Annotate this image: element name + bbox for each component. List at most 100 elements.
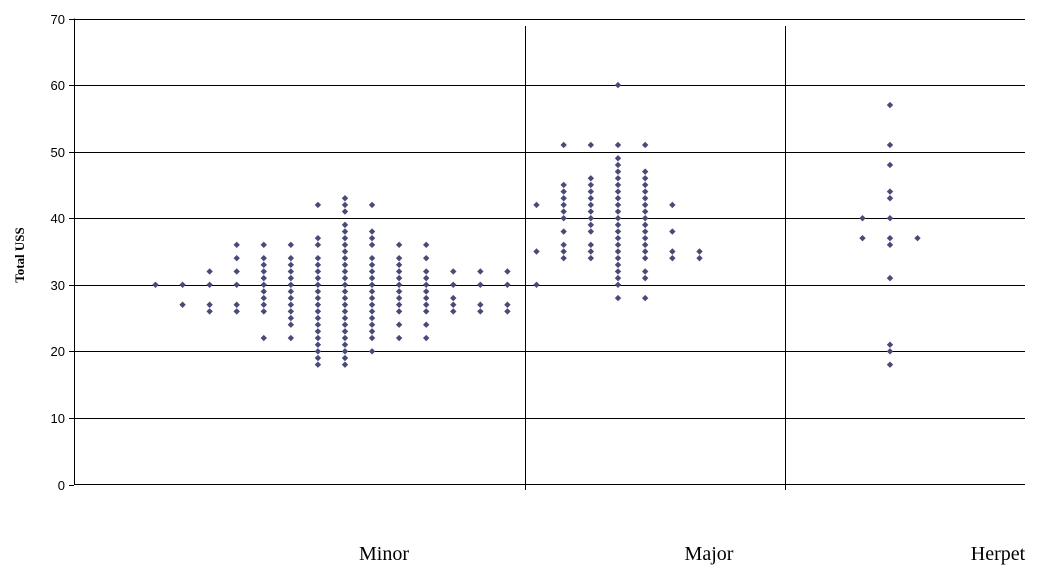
y-tick-label-40: 40 (51, 211, 65, 226)
data-point (287, 288, 295, 295)
data-point (669, 228, 676, 235)
data-point (206, 301, 213, 308)
category-label-herpet: Herpet (971, 543, 1026, 565)
data-point (314, 201, 322, 209)
data-point (587, 195, 595, 202)
data-point (341, 301, 349, 308)
data-point (477, 308, 484, 315)
data-point (587, 201, 595, 209)
data-point (341, 268, 349, 275)
series-herpet (859, 101, 921, 368)
data-point (886, 215, 894, 222)
data-point (260, 254, 267, 262)
data-point (560, 215, 567, 222)
data-point (395, 274, 403, 282)
data-point (395, 301, 403, 308)
data-point (341, 308, 349, 315)
data-point (641, 268, 649, 275)
data-point (614, 248, 622, 255)
data-point (423, 288, 430, 295)
data-point (368, 294, 376, 302)
data-point (233, 268, 240, 275)
data-point (641, 274, 649, 282)
data-point (614, 215, 622, 222)
data-point (614, 294, 622, 302)
data-point (614, 228, 622, 235)
data-point (614, 81, 622, 89)
data-point (560, 201, 567, 209)
data-point (368, 234, 376, 242)
data-point (450, 308, 457, 315)
data-point (614, 195, 622, 202)
data-point (314, 234, 322, 242)
y-tick-label-10: 10 (51, 411, 65, 426)
data-point (504, 308, 511, 315)
data-point (368, 321, 376, 328)
y-tick-label-50: 50 (51, 145, 65, 160)
data-point (341, 328, 349, 335)
data-points (152, 81, 921, 368)
data-point (314, 254, 322, 262)
data-point (423, 281, 430, 288)
axes (69, 18, 1025, 490)
data-point (368, 348, 376, 355)
data-point (260, 274, 267, 282)
data-point (341, 321, 349, 328)
data-point (287, 254, 295, 262)
data-point (641, 241, 649, 249)
data-point (587, 215, 595, 222)
data-point (560, 195, 567, 202)
data-point (206, 281, 213, 288)
data-point (341, 334, 349, 342)
data-point (587, 248, 595, 255)
data-point (477, 281, 484, 288)
data-point (641, 234, 649, 242)
data-point (395, 308, 403, 315)
data-point (641, 188, 649, 195)
data-point (614, 168, 622, 175)
data-point (560, 188, 567, 195)
data-point (614, 268, 622, 275)
data-point (179, 281, 186, 288)
data-point (368, 201, 376, 209)
data-point (395, 321, 403, 328)
data-point (314, 268, 322, 275)
data-point (314, 314, 322, 322)
data-point (423, 334, 430, 342)
data-point (341, 234, 349, 242)
data-point (341, 314, 349, 322)
data-point (423, 268, 430, 275)
data-point (614, 281, 622, 288)
data-point (587, 188, 595, 195)
data-point (450, 301, 457, 308)
data-point (287, 308, 295, 315)
data-point (314, 328, 322, 335)
data-point (886, 195, 894, 202)
data-point (368, 288, 376, 295)
data-point (341, 254, 349, 262)
data-point (341, 281, 349, 288)
data-point (395, 288, 403, 295)
data-point (560, 254, 567, 262)
data-point (368, 328, 376, 335)
data-point (368, 228, 376, 235)
data-point (395, 268, 403, 275)
data-point (341, 294, 349, 302)
data-point (314, 308, 322, 315)
data-point (287, 281, 295, 288)
data-point (614, 161, 622, 169)
data-point (614, 181, 622, 189)
data-point (450, 294, 457, 302)
data-point (395, 241, 403, 249)
data-point (641, 141, 649, 149)
data-point (152, 281, 159, 288)
data-point (260, 308, 267, 315)
data-point (233, 308, 240, 315)
data-point (368, 314, 376, 322)
data-point (341, 354, 349, 362)
data-point (314, 294, 322, 302)
data-point (395, 261, 403, 269)
data-point (696, 254, 703, 262)
data-point (287, 274, 295, 282)
data-point (260, 261, 267, 269)
